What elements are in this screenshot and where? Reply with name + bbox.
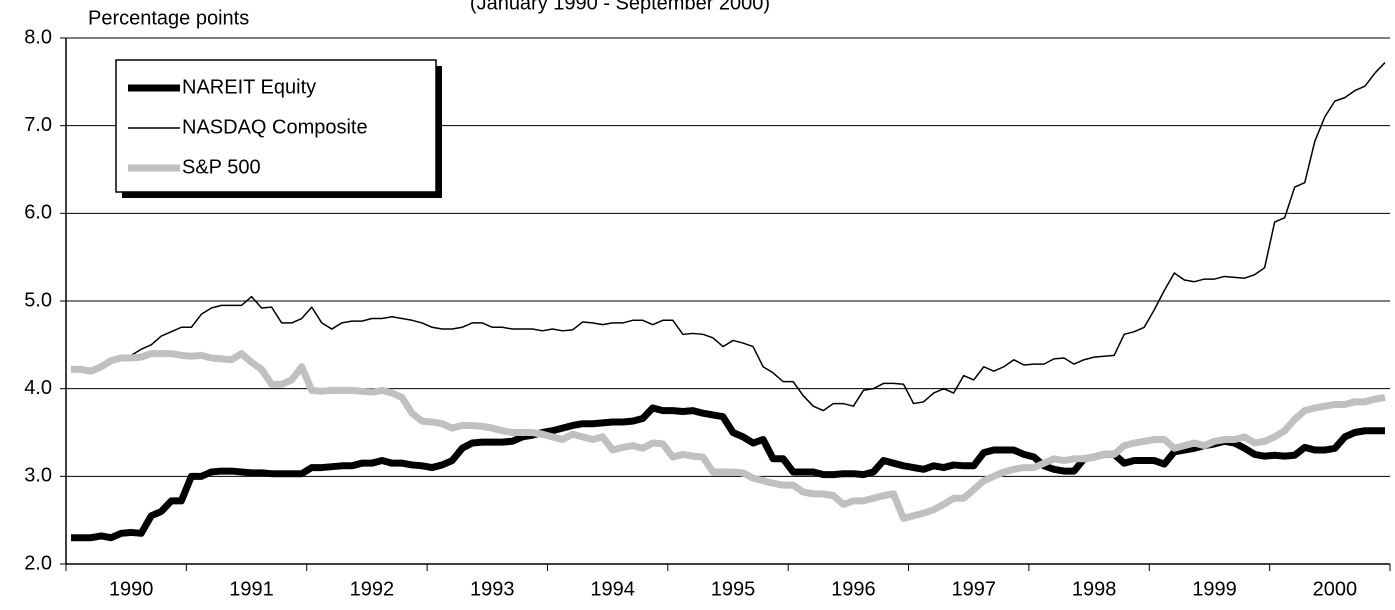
- legend-label: NAREIT Equity: [182, 76, 316, 98]
- legend-label: NASDAQ Composite: [182, 116, 368, 138]
- series-line: [71, 350, 1386, 522]
- legend-label: S&P 500: [182, 156, 261, 178]
- y-tick-label: 3.0: [24, 465, 52, 487]
- y-tick-label: 7.0: [24, 114, 52, 136]
- y-tick-label: 5.0: [24, 289, 52, 311]
- x-tick-label: 1993: [470, 578, 515, 600]
- x-tick-label: 1997: [951, 578, 996, 600]
- x-tick-label: 1999: [1192, 578, 1237, 600]
- y-tick-label: 2.0: [24, 552, 52, 574]
- y-tick-label: 6.0: [24, 202, 52, 224]
- y-tick-label: 8.0: [24, 26, 52, 48]
- x-tick-label: 1992: [350, 578, 395, 600]
- y-tick-label: 4.0: [24, 377, 52, 399]
- x-tick-label: 1998: [1072, 578, 1117, 600]
- chart-subtitle: (January 1990 - September 2000): [470, 0, 770, 14]
- series-line: [71, 404, 1385, 542]
- x-tick-label: 1991: [229, 578, 274, 600]
- x-tick-label: 1990: [109, 578, 154, 600]
- x-tick-label: 1994: [590, 578, 635, 600]
- y-axis-label: Percentage points: [88, 7, 249, 29]
- x-tick-label: 2000: [1313, 578, 1358, 600]
- series-line: [71, 62, 1386, 412]
- x-tick-label: 1996: [831, 578, 876, 600]
- x-tick-label: 1995: [711, 578, 756, 600]
